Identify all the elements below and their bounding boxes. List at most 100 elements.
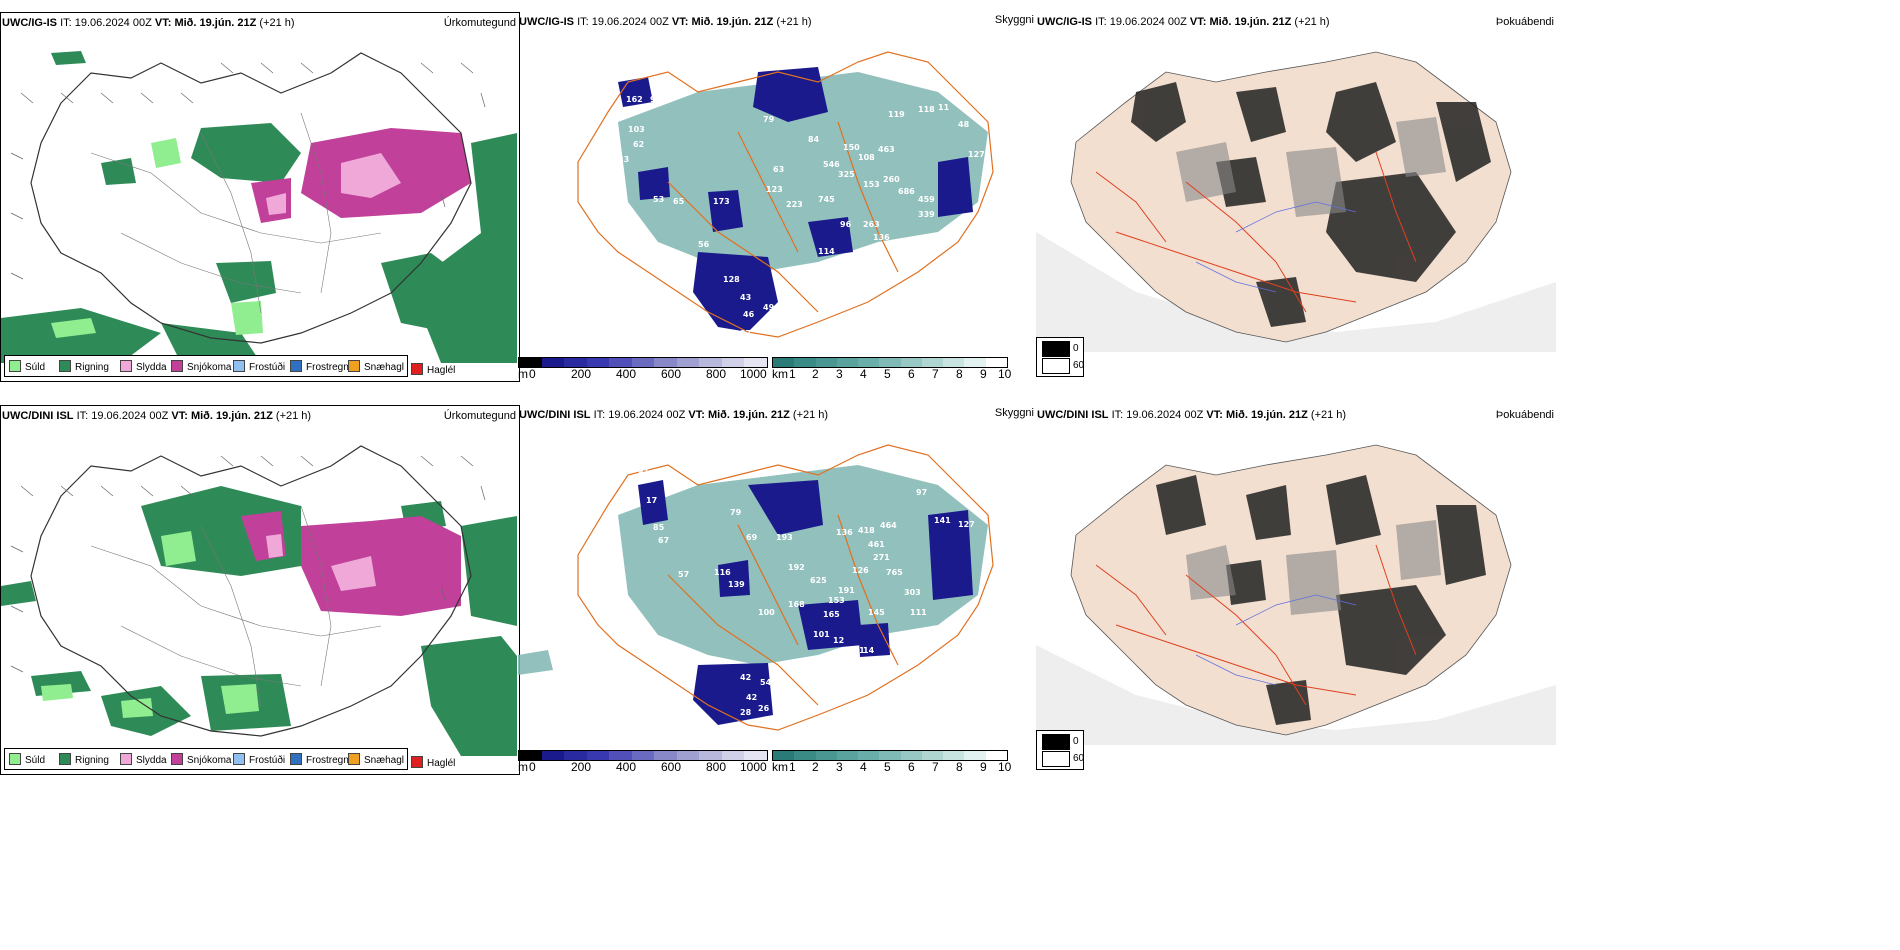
ceiling-value-label: 62 <box>633 140 644 149</box>
ceiling-value-label: 260 <box>883 175 900 184</box>
ceiling-value-label: 42 <box>740 673 751 682</box>
ceiling-value-label: 12 <box>833 636 844 645</box>
colorbar-tick: 9 <box>980 367 987 381</box>
precip-type-legend: Súld Rigning Slydda Snjókoma Frostúði Fr… <box>4 748 408 770</box>
colorbar-segment <box>815 358 837 367</box>
colorbar-tick: 1000 <box>740 760 767 774</box>
colorbar-tick: 2 <box>812 367 819 381</box>
colorbar-tick: 5 <box>884 760 891 774</box>
ceiling-value-label: 464 <box>880 521 897 530</box>
colorbar-segment <box>744 751 768 760</box>
legend-swatch <box>290 360 302 372</box>
ceiling-colorbar <box>518 357 768 368</box>
ceiling-value-label: 121 <box>848 646 865 655</box>
colorbar-unit: m <box>518 760 528 774</box>
visibility-colorbar <box>772 357 1008 368</box>
ceiling-value-label: 84 <box>808 135 820 144</box>
ceiling-value-label: 30 <box>758 321 770 330</box>
colorbar-tick: 0 <box>529 760 536 774</box>
ceiling-value-label: 193 <box>776 533 793 542</box>
legend-item: Súld <box>9 360 45 374</box>
colorbar-tick: 1000 <box>740 367 767 381</box>
colorbar-tick: 7 <box>932 367 939 381</box>
fog-panel-bottom: UWC/DINI ISL IT: 19.06.2024 00Z VT: Mið.… <box>1036 405 1556 773</box>
colorbar-tick: 2 <box>812 760 819 774</box>
colorbar-segment <box>586 751 610 760</box>
ceiling-value-label: 14 <box>863 646 875 655</box>
panel-title: Skyggni <box>994 407 1034 419</box>
colorbar-tick: 8 <box>956 760 963 774</box>
fog-legend: 0 60 <box>1036 337 1084 377</box>
panel-header: UWC/DINI ISL IT: 19.06.2024 00Z VT: Mið.… <box>1037 409 1347 421</box>
legend-swatch <box>411 756 423 768</box>
ceiling-value-label: 49 <box>763 303 775 312</box>
legend-item: Snjókoma <box>171 360 231 374</box>
ceiling-value-label: 43 <box>740 293 751 302</box>
legend-swatch <box>9 753 21 765</box>
ceiling-value-label: 765 <box>886 568 903 577</box>
ceiling-colorbar <box>518 750 768 761</box>
legend-swatch <box>171 360 183 372</box>
ceiling-value-label: 625 <box>810 576 827 585</box>
legend-item: Slydda <box>120 360 167 374</box>
ceiling-value-label: 111 <box>910 608 927 617</box>
ceiling-value-label: 303 <box>904 588 921 597</box>
legend-swatch <box>59 753 71 765</box>
ceiling-value-label: 686 <box>898 187 915 196</box>
legend-label: 60 <box>1073 753 1085 764</box>
legend-item: Slydda <box>120 753 167 767</box>
panel-title: Þokuábendi <box>1495 409 1554 421</box>
ceiling-value-label: 119 <box>888 110 905 119</box>
colorbar-segment <box>564 358 587 367</box>
colorbar-segment <box>631 358 655 367</box>
ceiling-value-label: 65 <box>673 197 685 206</box>
ceiling-value-label: 165 <box>823 610 840 619</box>
panel-title: Þokuábendi <box>1495 16 1554 28</box>
precip-map <box>1 445 517 756</box>
precip-type-legend: Súld Rigning Slydda Snjókoma Frostúði Fr… <box>4 355 408 377</box>
ceiling-value-label: 126 <box>852 566 869 575</box>
colorbar-segment <box>773 751 795 760</box>
colorbar-unit: km <box>772 760 788 774</box>
ceiling-value-label: 17 <box>646 496 657 505</box>
legend-item: Frostregn <box>290 360 349 374</box>
panel-header: UWC/DINI ISL IT: 19.06.2024 00Z VT: Mið.… <box>2 410 312 422</box>
colorbar-segment <box>794 358 816 367</box>
legend-item: Snjókoma <box>171 753 231 767</box>
ceiling-value-label: 98 <box>650 95 662 104</box>
legend-item: Rigning <box>59 753 109 767</box>
precip-type-panel-top: UWC/IG-IS IT: 19.06.2024 00Z VT: Mið. 19… <box>0 12 520 382</box>
colorbar-unit: km <box>772 367 788 381</box>
colorbar-tick: 10 <box>998 367 1012 381</box>
colorbar-segment <box>654 751 677 760</box>
legend-swatch <box>59 360 71 372</box>
colorbar-tick: 400 <box>616 760 637 774</box>
colorbar-segment <box>721 751 745 760</box>
colorbar-tick: 5 <box>884 367 891 381</box>
legend-swatch <box>348 360 360 372</box>
legend-swatch <box>1042 341 1070 357</box>
ceiling-value-label: 418 <box>858 526 875 535</box>
colorbar-segment <box>773 358 795 367</box>
fog-legend: 0 60 <box>1036 730 1084 770</box>
colorbar-tick: 3 <box>836 760 843 774</box>
ceiling-value-label: 263 <box>863 220 880 229</box>
panel-title: Skyggni <box>994 14 1034 26</box>
ceiling-value-label: 123 <box>766 185 783 194</box>
ceiling-value-label: 463 <box>878 145 895 154</box>
legend-swatch <box>1042 751 1070 767</box>
ceiling-value-label: 53 <box>653 195 664 204</box>
panel-header: UWC/IG-IS IT: 19.06.2024 00Z VT: Mið. 19… <box>1037 16 1330 28</box>
ceiling-value-label: 325 <box>838 170 855 179</box>
legend-label: 60 <box>1073 360 1085 371</box>
colorbar-segment <box>943 358 965 367</box>
ceiling-value-label: 100 <box>758 608 775 617</box>
fog-panel-top: UWC/IG-IS IT: 19.06.2024 00Z VT: Mið. 19… <box>1036 12 1556 380</box>
colorbar-segment <box>815 751 837 760</box>
ceiling-value-label: 79 <box>763 115 775 124</box>
ceiling-value-label: 141 <box>934 516 951 525</box>
legend-swatch <box>120 360 132 372</box>
colorbar-tick: 8 <box>956 367 963 381</box>
colorbar-tick: 1 <box>789 367 796 381</box>
ceiling-value-label: 54 <box>760 678 772 687</box>
